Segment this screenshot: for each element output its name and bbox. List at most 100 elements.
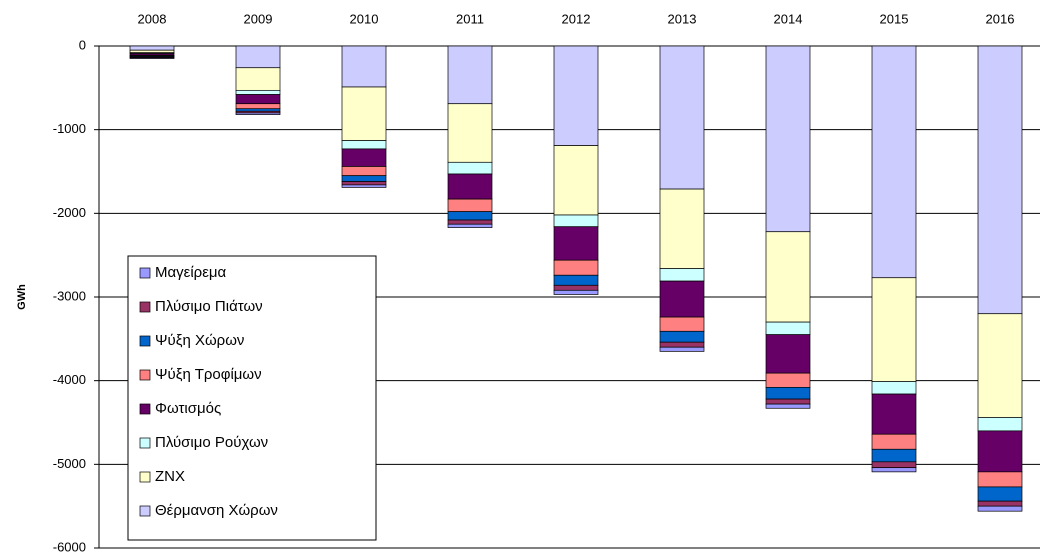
bar-segment bbox=[977, 430, 1023, 473]
bar-segment bbox=[447, 219, 493, 225]
bar-segment bbox=[553, 284, 599, 291]
y-tick-label: -6000 bbox=[53, 539, 86, 554]
x-tick-label: 2012 bbox=[562, 11, 591, 26]
y-tick-label: -3000 bbox=[53, 288, 86, 303]
bar-segment bbox=[871, 381, 917, 395]
y-tick-label: -1000 bbox=[53, 121, 86, 136]
bar-segment bbox=[977, 500, 1023, 507]
legend-label: Πλύσιμο Ρούχων bbox=[155, 434, 268, 451]
bar-segment bbox=[765, 387, 811, 400]
bar-segment bbox=[235, 103, 281, 110]
x-tick-label: 2014 bbox=[774, 11, 803, 26]
y-tick-label: -4000 bbox=[53, 372, 86, 387]
legend-box bbox=[127, 255, 377, 541]
bar-segment bbox=[765, 321, 811, 336]
bar-segment bbox=[659, 280, 705, 318]
bar-segment bbox=[765, 398, 811, 405]
bar-segment bbox=[659, 316, 705, 332]
bar-segment bbox=[235, 112, 281, 115]
bar-segment bbox=[977, 45, 1023, 315]
bar-segment bbox=[447, 161, 493, 175]
bar-segment bbox=[871, 467, 917, 473]
bar-segment bbox=[977, 486, 1023, 502]
bar-segment bbox=[341, 166, 387, 177]
legend-label: Ψύξη Χώρων bbox=[155, 332, 244, 349]
bar-segment bbox=[659, 45, 705, 190]
legend-swatch bbox=[139, 403, 151, 415]
bar-segment bbox=[553, 226, 599, 261]
bar-segment bbox=[977, 417, 1023, 432]
bar-segment bbox=[341, 45, 387, 88]
bar-segment bbox=[553, 259, 599, 276]
bar-segment bbox=[235, 89, 281, 95]
bar-segment bbox=[553, 274, 599, 286]
bar-segment bbox=[341, 140, 387, 150]
legend-swatch bbox=[139, 437, 151, 449]
bar-segment bbox=[235, 108, 281, 112]
y-tick-label: 0 bbox=[79, 37, 86, 52]
y-tick-label: -2000 bbox=[53, 205, 86, 220]
x-tick-label: 2009 bbox=[244, 11, 273, 26]
bar-segment bbox=[765, 372, 811, 388]
x-tick-label: 2011 bbox=[456, 11, 484, 26]
legend-swatch bbox=[139, 505, 151, 517]
bar-segment bbox=[341, 86, 387, 141]
bar-segment bbox=[129, 57, 175, 59]
x-tick-label: 2008 bbox=[138, 11, 167, 26]
bar-segment bbox=[341, 184, 387, 188]
bar-segment bbox=[235, 94, 281, 105]
bar-segment bbox=[447, 103, 493, 163]
bar-segment bbox=[977, 471, 1023, 488]
bar-segment bbox=[447, 173, 493, 200]
bar-segment bbox=[977, 505, 1023, 512]
legend-label: Μαγείρεμα bbox=[155, 264, 227, 281]
x-tick-label: 2015 bbox=[880, 11, 909, 26]
bar-segment bbox=[765, 403, 811, 409]
bar-segment bbox=[659, 346, 705, 352]
bar-segment bbox=[341, 175, 387, 182]
bar-segment bbox=[659, 341, 705, 348]
bar-segment bbox=[765, 231, 811, 323]
x-tick-label: 2010 bbox=[350, 11, 379, 26]
bar-segment bbox=[871, 277, 917, 382]
bar-segment bbox=[553, 289, 599, 295]
y-axis-label: GWh bbox=[16, 284, 28, 310]
legend-swatch bbox=[139, 471, 151, 483]
legend-label: ΖΝΧ bbox=[155, 468, 185, 485]
bar-segment bbox=[871, 393, 917, 435]
bar-segment bbox=[553, 45, 599, 146]
legend-swatch bbox=[139, 335, 151, 347]
legend-swatch bbox=[139, 369, 151, 381]
bar-segment bbox=[871, 461, 917, 469]
bar-segment bbox=[447, 198, 493, 213]
bar-segment bbox=[871, 433, 917, 450]
bar-segment bbox=[129, 45, 175, 51]
x-tick-label: 2016 bbox=[986, 11, 1015, 26]
legend-swatch bbox=[139, 301, 151, 313]
bar-segment bbox=[235, 45, 281, 69]
bar-segment bbox=[341, 148, 387, 167]
bar-segment bbox=[659, 330, 705, 343]
bar-segment bbox=[659, 268, 705, 282]
legend-label: Φωτισμός bbox=[155, 400, 221, 417]
y-tick-label: -5000 bbox=[53, 456, 86, 471]
bar-segment bbox=[871, 45, 917, 279]
bar-segment bbox=[447, 45, 493, 105]
legend-swatch bbox=[139, 267, 151, 279]
x-tick-label: 2013 bbox=[668, 11, 697, 26]
legend-label: Θέρμανση Χώρων bbox=[155, 502, 278, 519]
legend-label: Ψύξη Τροφίμων bbox=[155, 366, 262, 383]
legend: Μαγείρεμα Πλύσιμο Πιάτων Ψύξη Χώρων Ψύξη Τρ… bbox=[127, 255, 377, 541]
bar-segment bbox=[871, 448, 917, 463]
bar-segment bbox=[553, 214, 599, 228]
bar-segment bbox=[129, 49, 175, 54]
bar-segment bbox=[553, 145, 599, 216]
bar-segment bbox=[765, 334, 811, 374]
bar-segment bbox=[659, 188, 705, 269]
bar-segment bbox=[977, 313, 1023, 418]
bar-segment bbox=[765, 45, 811, 233]
bar-segment bbox=[447, 211, 493, 221]
bar-segment bbox=[447, 223, 493, 228]
legend-label: Πλύσιμο Πιάτων bbox=[155, 298, 263, 315]
